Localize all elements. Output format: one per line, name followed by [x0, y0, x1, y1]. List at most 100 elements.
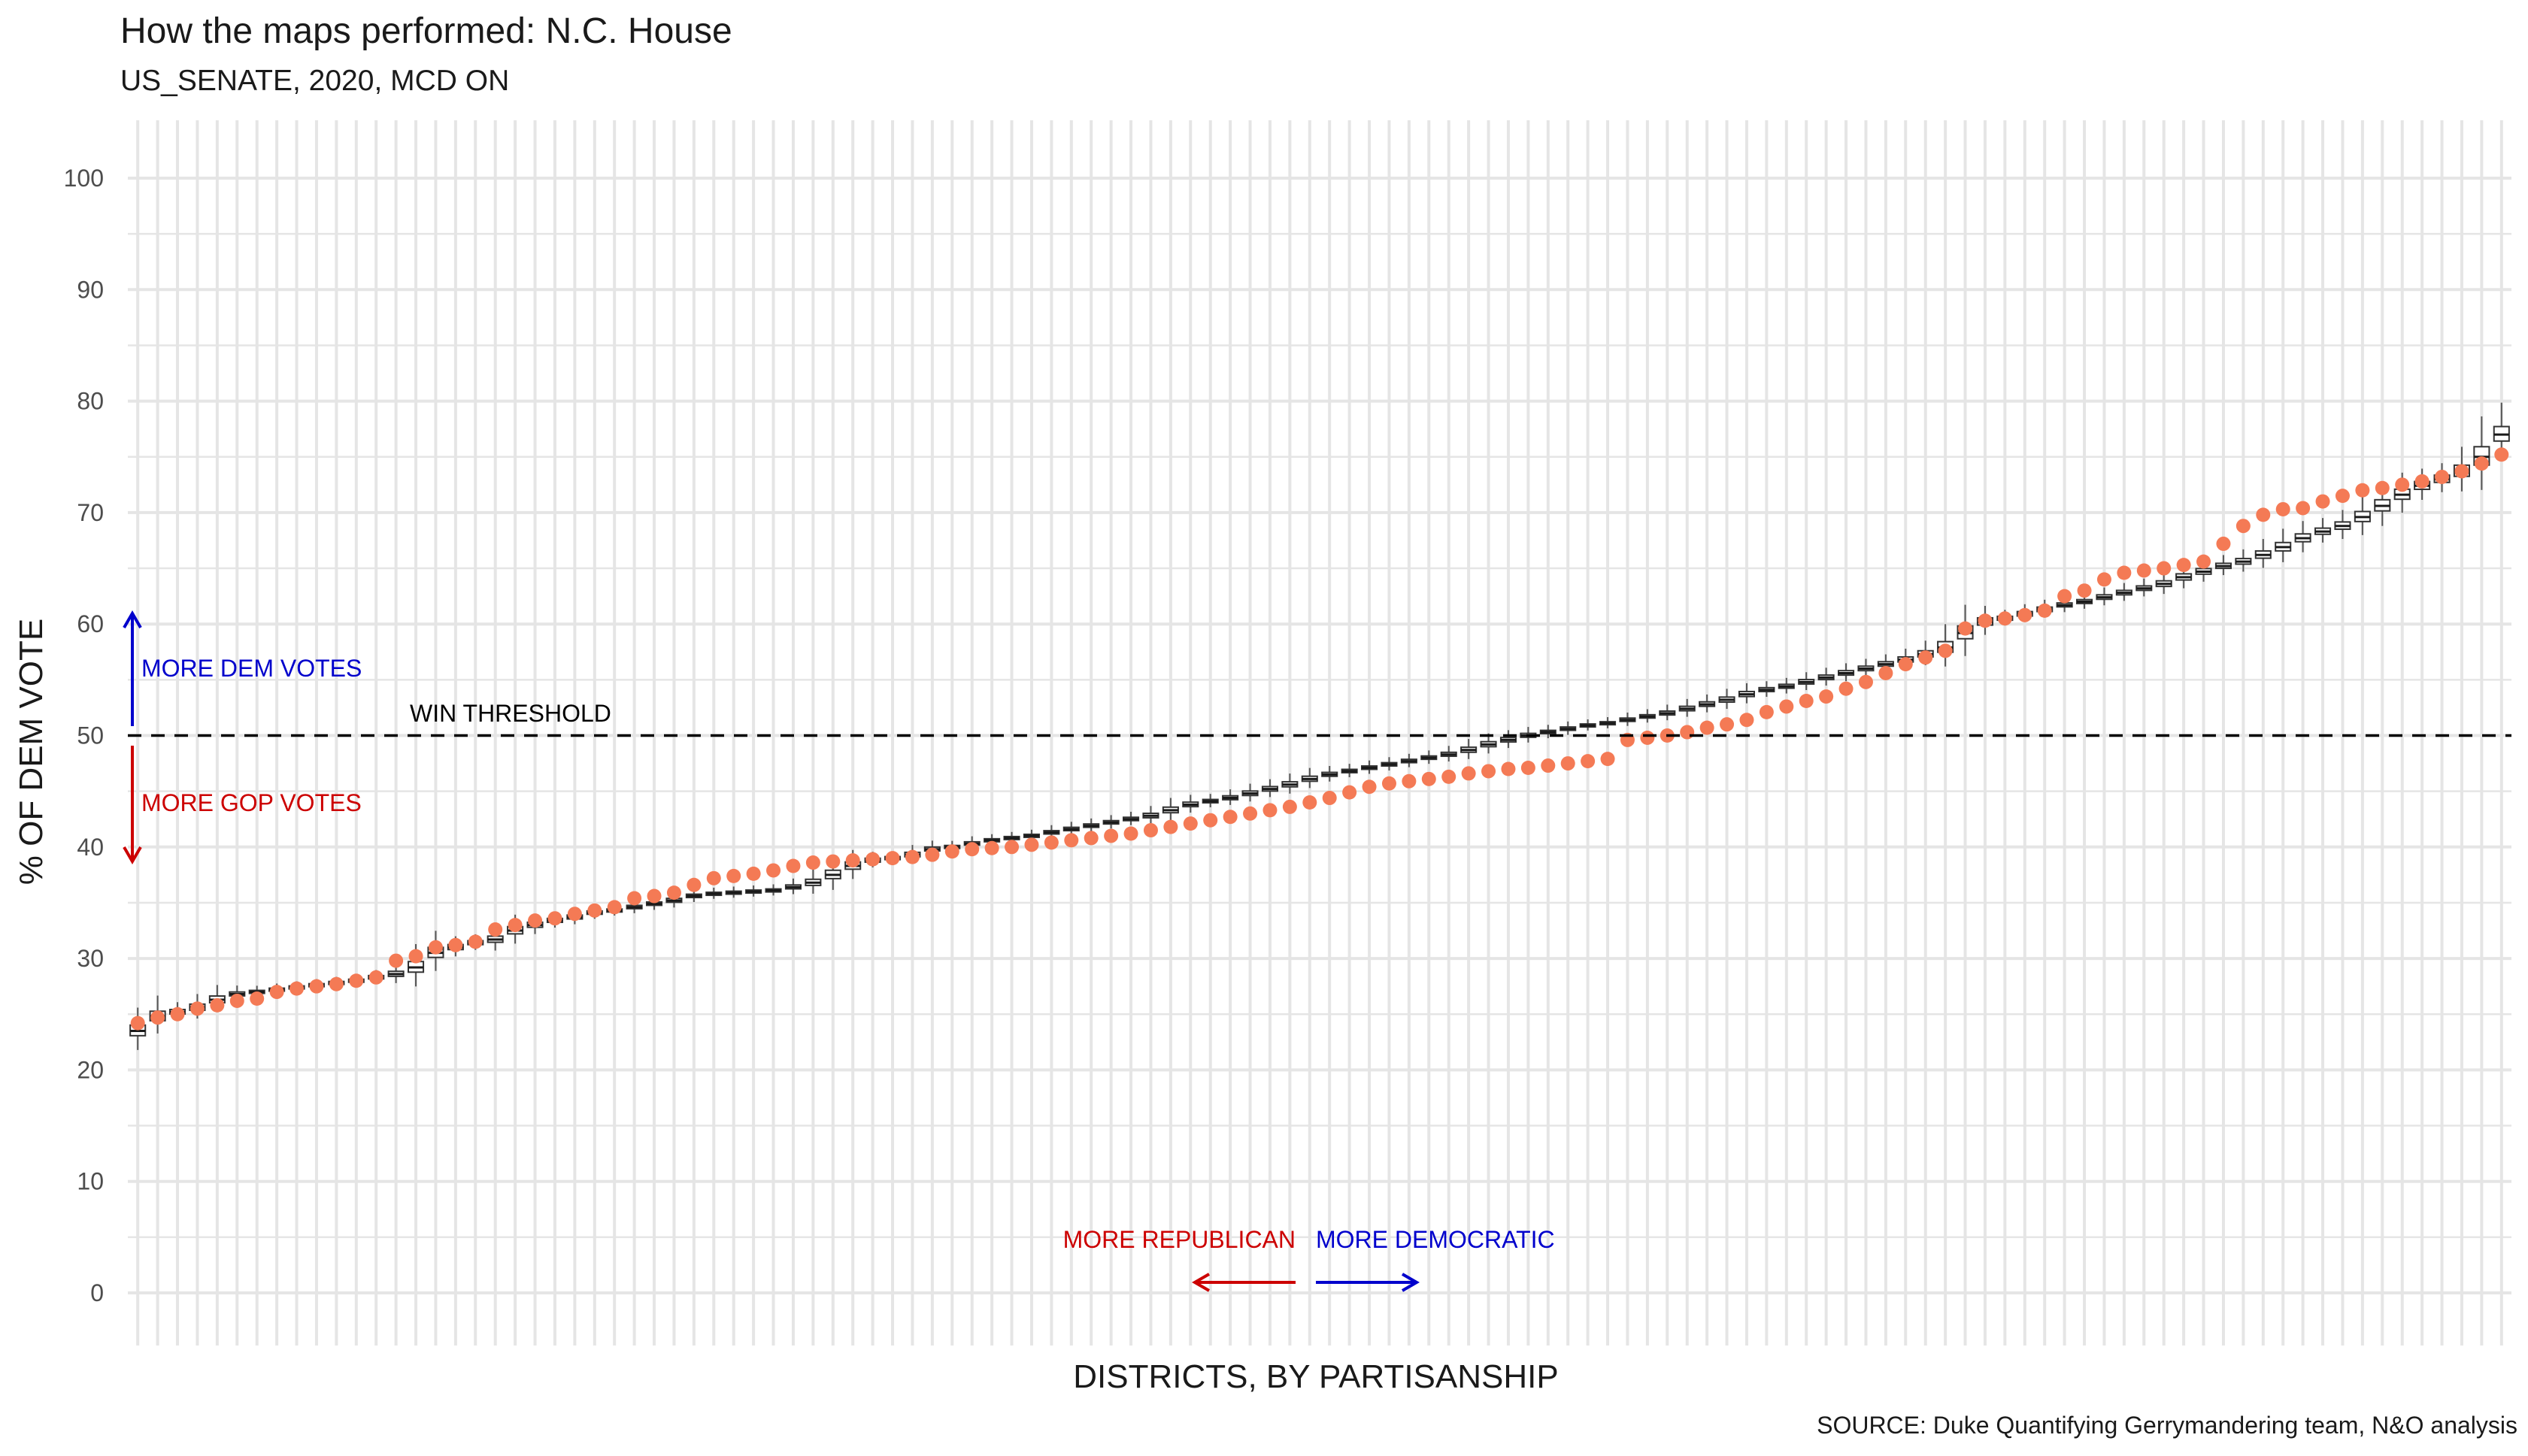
enacted-point — [826, 854, 841, 869]
box-plot — [1102, 815, 1120, 829]
chart-subtitle: US_SENATE, 2020, MCD ON — [120, 65, 510, 97]
enacted-point — [428, 940, 443, 955]
enacted-point — [1799, 694, 1814, 709]
enacted-point — [1441, 769, 1456, 784]
box-plot — [2115, 583, 2132, 601]
enacted-point — [1362, 779, 1377, 795]
chart-title: How the maps performed: N.C. House — [120, 11, 732, 51]
enacted-point — [1005, 840, 1020, 855]
enacted-point — [2315, 494, 2330, 509]
enacted-point — [1759, 704, 1774, 719]
box-plot — [1301, 767, 1318, 789]
enacted-point — [1123, 826, 1138, 841]
enacted-point — [567, 907, 582, 922]
enacted-point — [2435, 469, 2450, 484]
enacted-point — [1898, 657, 1913, 672]
enacted-point — [984, 840, 999, 855]
enacted-point — [1978, 613, 1993, 628]
democratic-arrow — [1316, 1273, 1420, 1292]
box-plot — [1381, 757, 1398, 771]
enacted-point — [1243, 806, 1258, 821]
enacted-point — [805, 855, 820, 870]
enacted-point — [1481, 764, 1496, 779]
enacted-point — [2096, 572, 2111, 587]
enacted-point — [2136, 563, 2151, 578]
more-gop-votes-label: MORE GOP VOTES — [141, 789, 362, 816]
enacted-point — [786, 858, 801, 873]
enacted-point — [468, 934, 483, 949]
box-plot — [805, 869, 822, 894]
enacted-point — [2355, 483, 2370, 498]
enacted-point — [2037, 603, 2052, 618]
enacted-point — [647, 888, 662, 904]
enacted-point — [1699, 720, 1714, 735]
enacted-point — [547, 911, 562, 926]
more-democratic-label: MORE DEMOCRATIC — [1316, 1226, 1555, 1253]
y-tick-label: 80 — [77, 388, 104, 415]
y-tick-label: 100 — [64, 165, 104, 192]
enacted-point — [1958, 621, 1973, 636]
box-plot — [2275, 528, 2292, 562]
y-tick-label: 90 — [77, 276, 104, 303]
box-plot — [784, 878, 802, 894]
enacted-point — [865, 852, 881, 867]
enacted-point — [528, 913, 543, 928]
box-plot — [2354, 495, 2371, 535]
enacted-point — [2077, 583, 2092, 598]
enacted-point — [1858, 674, 1873, 689]
enacted-point — [1541, 758, 1556, 773]
y-tick-label: 70 — [77, 499, 104, 526]
box-plot — [745, 885, 762, 897]
enacted-point — [1084, 831, 1099, 846]
enacted-point — [706, 870, 721, 885]
enacted-point — [2157, 561, 2172, 576]
box-plot — [1182, 795, 1199, 813]
enacted-point — [1938, 643, 1953, 658]
box-plot — [2294, 521, 2311, 552]
enacted-point — [965, 842, 980, 857]
box-plot — [1838, 663, 1855, 682]
box-plot — [1142, 806, 1159, 824]
enacted-point — [1581, 754, 1596, 769]
enacted-point — [1183, 816, 1198, 831]
box-plot — [685, 888, 702, 903]
enacted-point — [289, 981, 305, 996]
enacted-point — [2235, 519, 2251, 534]
box-plot — [1659, 704, 1676, 721]
enacted-point — [1302, 795, 1317, 810]
enacted-point — [2335, 489, 2350, 504]
box-plot — [1718, 689, 1735, 710]
enacted-point — [1223, 810, 1238, 825]
enacted-point — [1282, 799, 1297, 814]
enacted-point — [2414, 474, 2429, 489]
enacted-point — [1600, 752, 1615, 767]
enacted-point — [726, 868, 741, 883]
y-tick-label: 30 — [77, 945, 104, 972]
box-plot — [765, 884, 782, 896]
enacted-point — [766, 863, 781, 878]
enacted-point — [885, 851, 900, 866]
enacted-point — [2454, 464, 2469, 479]
enacted-point — [925, 847, 940, 862]
enacted-point — [269, 985, 284, 1000]
box-plot — [1241, 783, 1259, 802]
enacted-point — [1203, 813, 1218, 828]
enacted-point — [1381, 776, 1396, 791]
box-plot — [387, 963, 405, 983]
box-plot — [1460, 739, 1478, 759]
enacted-point — [1421, 771, 1436, 786]
enacted-point — [130, 1016, 145, 1031]
box-plot — [1341, 764, 1358, 777]
box-plot — [1579, 719, 1596, 731]
box-plot — [1798, 672, 1815, 690]
y-tick-label: 60 — [77, 610, 104, 637]
box-plot — [1499, 730, 1517, 749]
enacted-point — [1680, 725, 1695, 740]
box-plot — [2314, 518, 2332, 543]
box-plot — [1857, 658, 1875, 677]
enacted-point — [1720, 717, 1735, 732]
source-caption: SOURCE: Duke Quantifying Gerrymandering … — [1817, 1412, 2517, 1439]
box-plot — [1738, 683, 1755, 704]
box-plot — [1361, 760, 1378, 774]
